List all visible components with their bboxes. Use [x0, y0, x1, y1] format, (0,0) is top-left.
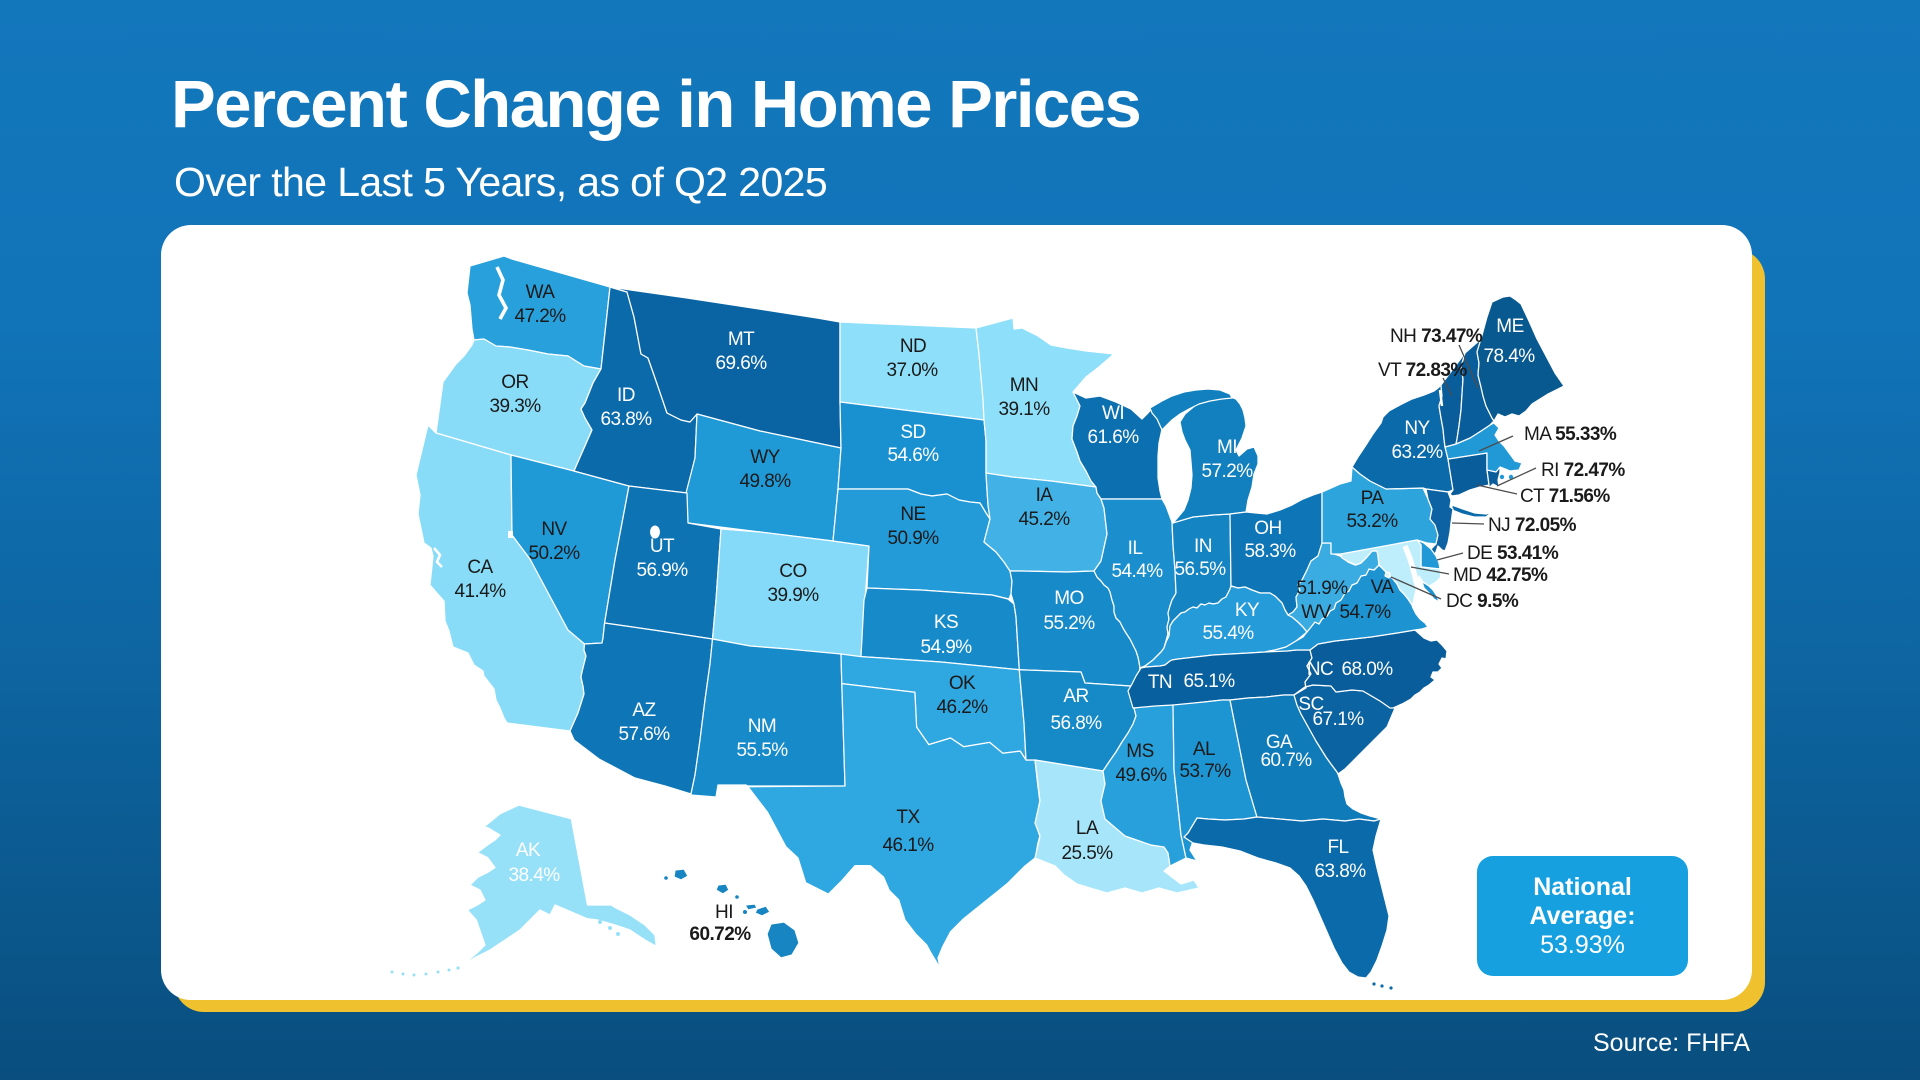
svg-text:MO: MO — [1054, 588, 1084, 609]
svg-text:54.7%: 54.7% — [1339, 602, 1391, 623]
svg-text:WV: WV — [1301, 602, 1331, 623]
svg-text:VT 72.83%: VT 72.83% — [1378, 360, 1467, 381]
svg-text:57.6%: 57.6% — [618, 724, 670, 745]
svg-text:MD 42.75%: MD 42.75% — [1453, 565, 1548, 586]
svg-text:OK: OK — [949, 673, 976, 694]
svg-text:AZ: AZ — [632, 700, 656, 721]
svg-text:68.0%: 68.0% — [1341, 659, 1393, 680]
svg-text:MS: MS — [1126, 741, 1153, 762]
svg-text:39.1%: 39.1% — [998, 399, 1050, 420]
svg-text:60.7%: 60.7% — [1260, 750, 1312, 771]
svg-text:38.4%: 38.4% — [508, 865, 560, 886]
svg-text:VA: VA — [1371, 577, 1395, 598]
svg-text:NE: NE — [900, 504, 925, 525]
svg-text:46.1%: 46.1% — [882, 835, 934, 856]
svg-text:NJ 72.05%: NJ 72.05% — [1488, 515, 1577, 536]
svg-text:RI 72.47%: RI 72.47% — [1541, 460, 1625, 481]
svg-text:39.9%: 39.9% — [767, 585, 819, 606]
svg-text:63.8%: 63.8% — [1314, 861, 1366, 882]
svg-text:GA: GA — [1266, 732, 1293, 753]
svg-text:55.2%: 55.2% — [1043, 613, 1095, 634]
svg-text:CT 71.56%: CT 71.56% — [1520, 486, 1610, 507]
svg-text:TN: TN — [1148, 672, 1172, 693]
svg-text:56.9%: 56.9% — [636, 560, 688, 581]
svg-text:39.3%: 39.3% — [489, 396, 541, 417]
svg-text:60.72%: 60.72% — [689, 924, 751, 945]
svg-text:SD: SD — [900, 422, 925, 443]
svg-text:FL: FL — [1327, 837, 1348, 858]
svg-text:ID: ID — [617, 385, 635, 406]
svg-text:DE 53.41%: DE 53.41% — [1467, 543, 1559, 564]
svg-text:46.2%: 46.2% — [936, 697, 988, 718]
svg-text:25.5%: 25.5% — [1061, 843, 1113, 864]
svg-text:IA: IA — [1036, 485, 1054, 506]
svg-text:56.8%: 56.8% — [1050, 713, 1102, 734]
svg-text:78.4%: 78.4% — [1483, 346, 1535, 367]
svg-text:OH: OH — [1254, 518, 1281, 539]
svg-text:NV: NV — [541, 519, 567, 540]
svg-text:63.8%: 63.8% — [600, 409, 652, 430]
svg-text:69.6%: 69.6% — [715, 353, 767, 374]
svg-text:54.6%: 54.6% — [887, 445, 939, 466]
svg-text:WA: WA — [526, 282, 556, 303]
svg-text:41.4%: 41.4% — [454, 581, 506, 602]
svg-text:53.2%: 53.2% — [1346, 511, 1398, 532]
svg-text:54.9%: 54.9% — [920, 637, 972, 658]
svg-text:IN: IN — [1194, 536, 1212, 557]
svg-text:37.0%: 37.0% — [886, 360, 938, 381]
svg-text:SC: SC — [1298, 694, 1323, 715]
svg-text:IL: IL — [1128, 538, 1143, 559]
svg-text:63.2%: 63.2% — [1391, 442, 1443, 463]
svg-text:UT: UT — [650, 536, 675, 557]
svg-text:56.5%: 56.5% — [1174, 559, 1226, 580]
svg-text:HI: HI — [715, 902, 733, 923]
svg-text:DC 9.5%: DC 9.5% — [1446, 591, 1519, 612]
svg-text:57.2%: 57.2% — [1201, 461, 1253, 482]
svg-text:55.5%: 55.5% — [736, 740, 788, 761]
svg-text:61.6%: 61.6% — [1087, 427, 1139, 448]
svg-text:ND: ND — [900, 336, 926, 357]
svg-text:NC: NC — [1307, 659, 1333, 680]
svg-text:MN: MN — [1010, 375, 1038, 396]
svg-text:NM: NM — [748, 716, 776, 737]
svg-text:PA: PA — [1361, 488, 1385, 509]
svg-text:WY: WY — [750, 447, 780, 468]
svg-text:65.1%: 65.1% — [1183, 671, 1235, 692]
svg-text:WI: WI — [1102, 403, 1124, 424]
svg-text:55.4%: 55.4% — [1202, 623, 1254, 644]
svg-text:AR: AR — [1063, 686, 1088, 707]
svg-text:TX: TX — [896, 807, 920, 828]
svg-text:50.2%: 50.2% — [528, 543, 580, 564]
svg-text:49.8%: 49.8% — [739, 471, 791, 492]
svg-text:MT: MT — [728, 329, 755, 350]
svg-text:58.3%: 58.3% — [1244, 541, 1296, 562]
svg-text:54.4%: 54.4% — [1111, 561, 1163, 582]
svg-text:LA: LA — [1076, 818, 1099, 839]
svg-text:45.2%: 45.2% — [1018, 509, 1070, 530]
svg-text:MA 55.33%: MA 55.33% — [1524, 424, 1617, 445]
svg-text:NH 73.47%: NH 73.47% — [1390, 326, 1483, 347]
svg-text:KY: KY — [1235, 600, 1260, 621]
svg-text:CA: CA — [467, 557, 493, 578]
svg-text:AK: AK — [516, 840, 541, 861]
svg-text:MI: MI — [1217, 437, 1237, 458]
svg-text:AL: AL — [1193, 739, 1215, 760]
svg-text:ME: ME — [1496, 316, 1523, 337]
svg-text:67.1%: 67.1% — [1312, 709, 1364, 730]
svg-text:OR: OR — [501, 372, 528, 393]
svg-text:50.9%: 50.9% — [887, 528, 939, 549]
svg-text:KS: KS — [934, 612, 958, 633]
svg-text:47.2%: 47.2% — [514, 306, 566, 327]
svg-text:NY: NY — [1404, 418, 1430, 439]
svg-text:49.6%: 49.6% — [1115, 765, 1167, 786]
svg-text:53.7%: 53.7% — [1179, 761, 1231, 782]
svg-text:51.9%: 51.9% — [1296, 578, 1348, 599]
svg-text:CO: CO — [779, 561, 806, 582]
